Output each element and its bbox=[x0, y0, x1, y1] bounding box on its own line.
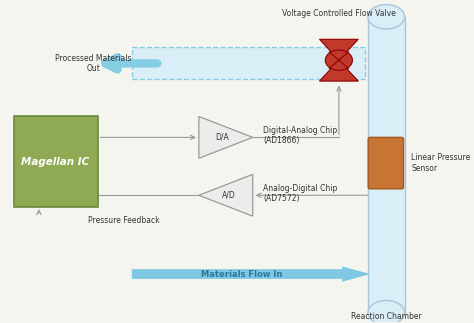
Polygon shape bbox=[199, 117, 253, 158]
Ellipse shape bbox=[368, 300, 405, 323]
Polygon shape bbox=[319, 39, 358, 60]
Polygon shape bbox=[319, 60, 358, 81]
Text: Linear Pressure
Sensor: Linear Pressure Sensor bbox=[411, 153, 470, 173]
Bar bbox=[132, 47, 365, 79]
Text: Reaction Chamber: Reaction Chamber bbox=[351, 312, 422, 321]
Ellipse shape bbox=[368, 5, 405, 29]
Text: Analog-Digital Chip
(AD7572): Analog-Digital Chip (AD7572) bbox=[264, 184, 338, 203]
FancyBboxPatch shape bbox=[368, 137, 403, 189]
Polygon shape bbox=[199, 174, 253, 216]
Circle shape bbox=[325, 50, 353, 70]
Text: Digital-Analog Chip
(AD1866): Digital-Analog Chip (AD1866) bbox=[264, 126, 338, 145]
Text: Voltage Controlled Flow Valve: Voltage Controlled Flow Valve bbox=[282, 9, 396, 18]
Bar bbox=[368, 17, 405, 313]
Text: Magellan IC: Magellan IC bbox=[21, 157, 90, 166]
Text: Processed Materials
Out: Processed Materials Out bbox=[55, 54, 132, 73]
Text: A/D: A/D bbox=[222, 191, 236, 200]
Text: D/A: D/A bbox=[216, 133, 229, 142]
Text: Materials Flow In: Materials Flow In bbox=[201, 270, 283, 278]
Text: Pressure Feedback: Pressure Feedback bbox=[88, 216, 159, 225]
FancyBboxPatch shape bbox=[14, 117, 98, 206]
Polygon shape bbox=[132, 267, 369, 281]
